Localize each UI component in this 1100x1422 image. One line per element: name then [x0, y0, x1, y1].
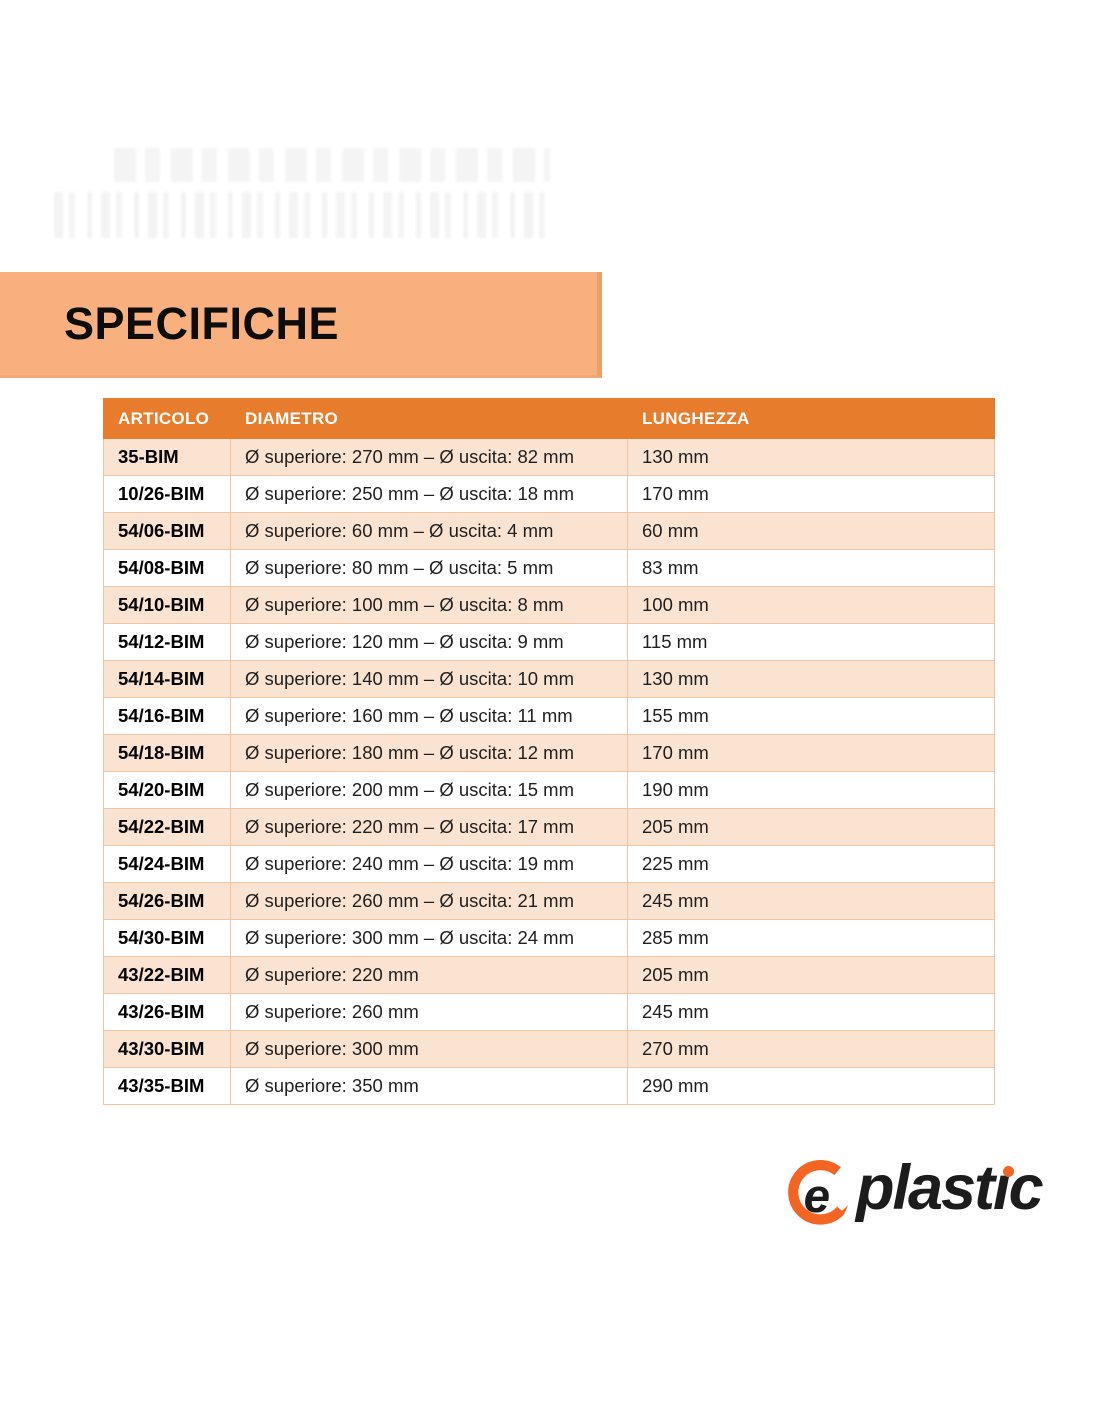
logo-e-letter: e	[804, 1170, 830, 1223]
cell-diametro: Ø superiore: 200 mm – Ø uscita: 15 mm	[230, 771, 628, 809]
table-row: 54/14-BIM Ø superiore: 140 mm – Ø uscita:…	[103, 660, 995, 698]
table-row: 43/30-BIM Ø superiore: 300 mm 270 mm	[103, 1030, 995, 1068]
cell-lunghezza: 170 mm	[627, 475, 995, 513]
logo-letter-i: ı	[993, 1153, 1015, 1223]
cell-articolo: 54/26-BIM	[103, 882, 231, 920]
cell-diametro: Ø superiore: 60 mm – Ø uscita: 4 mm	[230, 512, 628, 550]
cell-articolo: 10/26-BIM	[103, 475, 231, 513]
cell-lunghezza: 130 mm	[627, 660, 995, 698]
cell-diametro: Ø superiore: 180 mm – Ø uscita: 12 mm	[230, 734, 628, 772]
table-row: 54/16-BIM Ø superiore: 160 mm – Ø uscita:…	[103, 697, 995, 735]
cell-diametro: Ø superiore: 260 mm	[230, 993, 628, 1031]
cell-diametro: Ø superiore: 260 mm – Ø uscita: 21 mm	[230, 882, 628, 920]
cell-articolo: 54/08-BIM	[103, 549, 231, 587]
cell-lunghezza: 245 mm	[627, 882, 995, 920]
table-row: 35-BIM Ø superiore: 270 mm – Ø uscita: 82…	[103, 438, 995, 476]
column-header-diametro: DIAMETRO	[230, 398, 628, 439]
cell-diametro: Ø superiore: 220 mm	[230, 956, 628, 994]
cell-lunghezza: 290 mm	[627, 1067, 995, 1105]
cell-diametro: Ø superiore: 80 mm – Ø uscita: 5 mm	[230, 549, 628, 587]
table-row: 54/06-BIM Ø superiore: 60 mm – Ø uscita: …	[103, 512, 995, 550]
cell-lunghezza: 285 mm	[627, 919, 995, 957]
cell-diametro: Ø superiore: 350 mm	[230, 1067, 628, 1105]
faded-artifact-line	[54, 192, 550, 238]
cell-diametro: Ø superiore: 300 mm – Ø uscita: 24 mm	[230, 919, 628, 957]
cell-articolo: 43/26-BIM	[103, 993, 231, 1031]
table-row: 10/26-BIM Ø superiore: 250 mm – Ø uscita:…	[103, 475, 995, 513]
cell-diametro: Ø superiore: 250 mm – Ø uscita: 18 mm	[230, 475, 628, 513]
column-header-lunghezza: LUNGHEZZA	[627, 398, 995, 439]
logo-text-c: c	[1008, 1153, 1044, 1223]
cell-articolo: 54/10-BIM	[103, 586, 231, 624]
table-header: ARTICOLO DIAMETRO LUNGHEZZA	[103, 398, 995, 439]
title-banner: SPECIFICHE	[0, 272, 602, 378]
cell-lunghezza: 225 mm	[627, 845, 995, 883]
table-row: 43/22-BIM Ø superiore: 220 mm 205 mm	[103, 956, 995, 994]
table-row: 54/12-BIM Ø superiore: 120 mm – Ø uscita:…	[103, 623, 995, 661]
table-row: 43/26-BIM Ø superiore: 260 mm 245 mm	[103, 993, 995, 1031]
cell-articolo: 43/22-BIM	[103, 956, 231, 994]
cell-lunghezza: 190 mm	[627, 771, 995, 809]
cell-diametro: Ø superiore: 160 mm – Ø uscita: 11 mm	[230, 697, 628, 735]
faded-text-artifact	[54, 148, 550, 240]
cell-articolo: 54/12-BIM	[103, 623, 231, 661]
table-row: 43/35-BIM Ø superiore: 350 mm 290 mm	[103, 1067, 995, 1105]
cell-lunghezza: 83 mm	[627, 549, 995, 587]
cell-lunghezza: 170 mm	[627, 734, 995, 772]
cell-diametro: Ø superiore: 120 mm – Ø uscita: 9 mm	[230, 623, 628, 661]
cell-articolo: 54/14-BIM	[103, 660, 231, 698]
table-row: 54/08-BIM Ø superiore: 80 mm – Ø uscita: …	[103, 549, 995, 587]
cell-lunghezza: 205 mm	[627, 808, 995, 846]
cell-lunghezza: 130 mm	[627, 438, 995, 476]
cell-diametro: Ø superiore: 220 mm – Ø uscita: 17 mm	[230, 808, 628, 846]
table-row: 54/30-BIM Ø superiore: 300 mm – Ø uscita:…	[103, 919, 995, 957]
specifications-table: ARTICOLO DIAMETRO LUNGHEZZA 35-BIM Ø superi…	[103, 398, 995, 1105]
cell-lunghezza: 115 mm	[627, 623, 995, 661]
cell-articolo: 43/35-BIM	[103, 1067, 231, 1105]
cell-diametro: Ø superiore: 300 mm	[230, 1030, 628, 1068]
logo-text-plast: plast	[856, 1153, 995, 1223]
eplastic-e-swirl-icon: e	[788, 1160, 848, 1225]
cell-articolo: 54/30-BIM	[103, 919, 231, 957]
cell-articolo: 43/30-BIM	[103, 1030, 231, 1068]
cell-lunghezza: 205 mm	[627, 956, 995, 994]
cell-articolo: 54/22-BIM	[103, 808, 231, 846]
cell-diametro: Ø superiore: 140 mm – Ø uscita: 10 mm	[230, 660, 628, 698]
cell-diametro: Ø superiore: 100 mm – Ø uscita: 8 mm	[230, 586, 628, 624]
table-row: 54/20-BIM Ø superiore: 200 mm – Ø uscita:…	[103, 771, 995, 809]
cell-lunghezza: 100 mm	[627, 586, 995, 624]
cell-lunghezza: 155 mm	[627, 697, 995, 735]
cell-articolo: 54/20-BIM	[103, 771, 231, 809]
cell-diametro: Ø superiore: 270 mm – Ø uscita: 82 mm	[230, 438, 628, 476]
cell-articolo: 54/16-BIM	[103, 697, 231, 735]
logo-wordmark: plastı c	[856, 1146, 1044, 1230]
table-body: 35-BIM Ø superiore: 270 mm – Ø uscita: 82…	[103, 438, 995, 1105]
eplastic-logo: e plastı c	[786, 1146, 1086, 1241]
orange-i-dot-icon	[1003, 1166, 1015, 1177]
faded-artifact-line	[114, 148, 550, 182]
cell-lunghezza: 245 mm	[627, 993, 995, 1031]
column-header-articolo: ARTICOLO	[103, 398, 231, 439]
page-title: SPECIFICHE	[64, 298, 340, 349]
table-row: 54/10-BIM Ø superiore: 100 mm – Ø uscita:…	[103, 586, 995, 624]
cell-articolo: 54/06-BIM	[103, 512, 231, 550]
cell-lunghezza: 60 mm	[627, 512, 995, 550]
table-row: 54/22-BIM Ø superiore: 220 mm – Ø uscita:…	[103, 808, 995, 846]
table-row: 54/24-BIM Ø superiore: 240 mm – Ø uscita:…	[103, 845, 995, 883]
cell-articolo: 35-BIM	[103, 438, 231, 476]
cell-diametro: Ø superiore: 240 mm – Ø uscita: 19 mm	[230, 845, 628, 883]
table-row: 54/26-BIM Ø superiore: 260 mm – Ø uscita:…	[103, 882, 995, 920]
cell-lunghezza: 270 mm	[627, 1030, 995, 1068]
cell-articolo: 54/18-BIM	[103, 734, 231, 772]
header-row: ARTICOLO DIAMETRO LUNGHEZZA	[103, 398, 995, 439]
table-row: 54/18-BIM Ø superiore: 180 mm – Ø uscita:…	[103, 734, 995, 772]
cell-articolo: 54/24-BIM	[103, 845, 231, 883]
